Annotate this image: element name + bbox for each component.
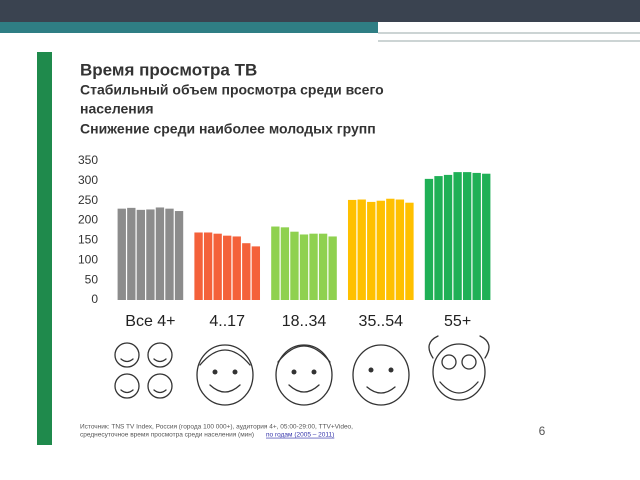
bar: [386, 198, 395, 300]
bar: [405, 202, 414, 300]
bar: [165, 208, 174, 300]
source-link: по годам (2005 – 2011): [266, 432, 334, 439]
bar: [146, 209, 155, 300]
bar: [203, 232, 213, 300]
bar: [453, 172, 462, 300]
x-tick-label: 35..54: [359, 313, 404, 330]
x-tick-label: 4..17: [209, 313, 245, 330]
bar: [472, 172, 481, 300]
bar: [367, 201, 376, 300]
bar: [232, 236, 241, 300]
y-tick-label: 200: [78, 213, 98, 227]
source: Источник: TNS TV Index, Россия (города 1…: [80, 424, 353, 431]
bar: [309, 233, 318, 300]
y-tick-label: 50: [85, 272, 99, 286]
subtitle: населения: [80, 101, 154, 117]
source: среднесуточное время просмотра среди нас…: [80, 432, 254, 439]
bar: [357, 199, 366, 300]
bar: [194, 232, 203, 300]
bar: [251, 246, 261, 300]
x-tick-label: Все 4+: [125, 313, 175, 330]
bar: [155, 207, 165, 300]
subtitle: Снижение среди наиболее молодых групп: [80, 121, 376, 137]
y-tick-label: 0: [91, 292, 98, 306]
title: Время просмотра ТВ: [80, 60, 257, 79]
bar: [213, 233, 222, 300]
page-number: 6: [539, 424, 546, 438]
bar: [136, 209, 146, 300]
subtitle: Стабильный объем просмотра среди всего: [80, 82, 384, 98]
accent-band: [0, 22, 378, 33]
top-band: [0, 0, 640, 22]
bar: [318, 233, 328, 300]
bar: [424, 178, 434, 300]
y-tick-label: 300: [78, 173, 98, 187]
y-tick-label: 350: [78, 153, 98, 167]
bar: [395, 199, 405, 300]
bar: [280, 227, 290, 300]
bar: [271, 226, 280, 300]
bar: [347, 199, 357, 300]
y-tick-label: 100: [78, 252, 98, 266]
bar: [482, 173, 491, 300]
bar: [299, 234, 309, 300]
bar: [117, 208, 126, 300]
bar: [376, 200, 385, 300]
bar: [434, 176, 443, 300]
faces: [114, 335, 490, 406]
bar: [462, 172, 472, 300]
bar: [223, 235, 232, 300]
x-tick-label: 18..34: [282, 313, 327, 330]
x-tick-label: 55+: [444, 313, 471, 330]
bar: [127, 207, 136, 300]
bar: [290, 231, 299, 300]
bar: [328, 236, 337, 300]
bar: [242, 243, 251, 300]
bar: [174, 211, 184, 300]
bar: [443, 174, 453, 300]
y-tick-label: 150: [78, 233, 98, 247]
side-bar: [37, 52, 52, 445]
y-tick-label: 250: [78, 193, 98, 207]
